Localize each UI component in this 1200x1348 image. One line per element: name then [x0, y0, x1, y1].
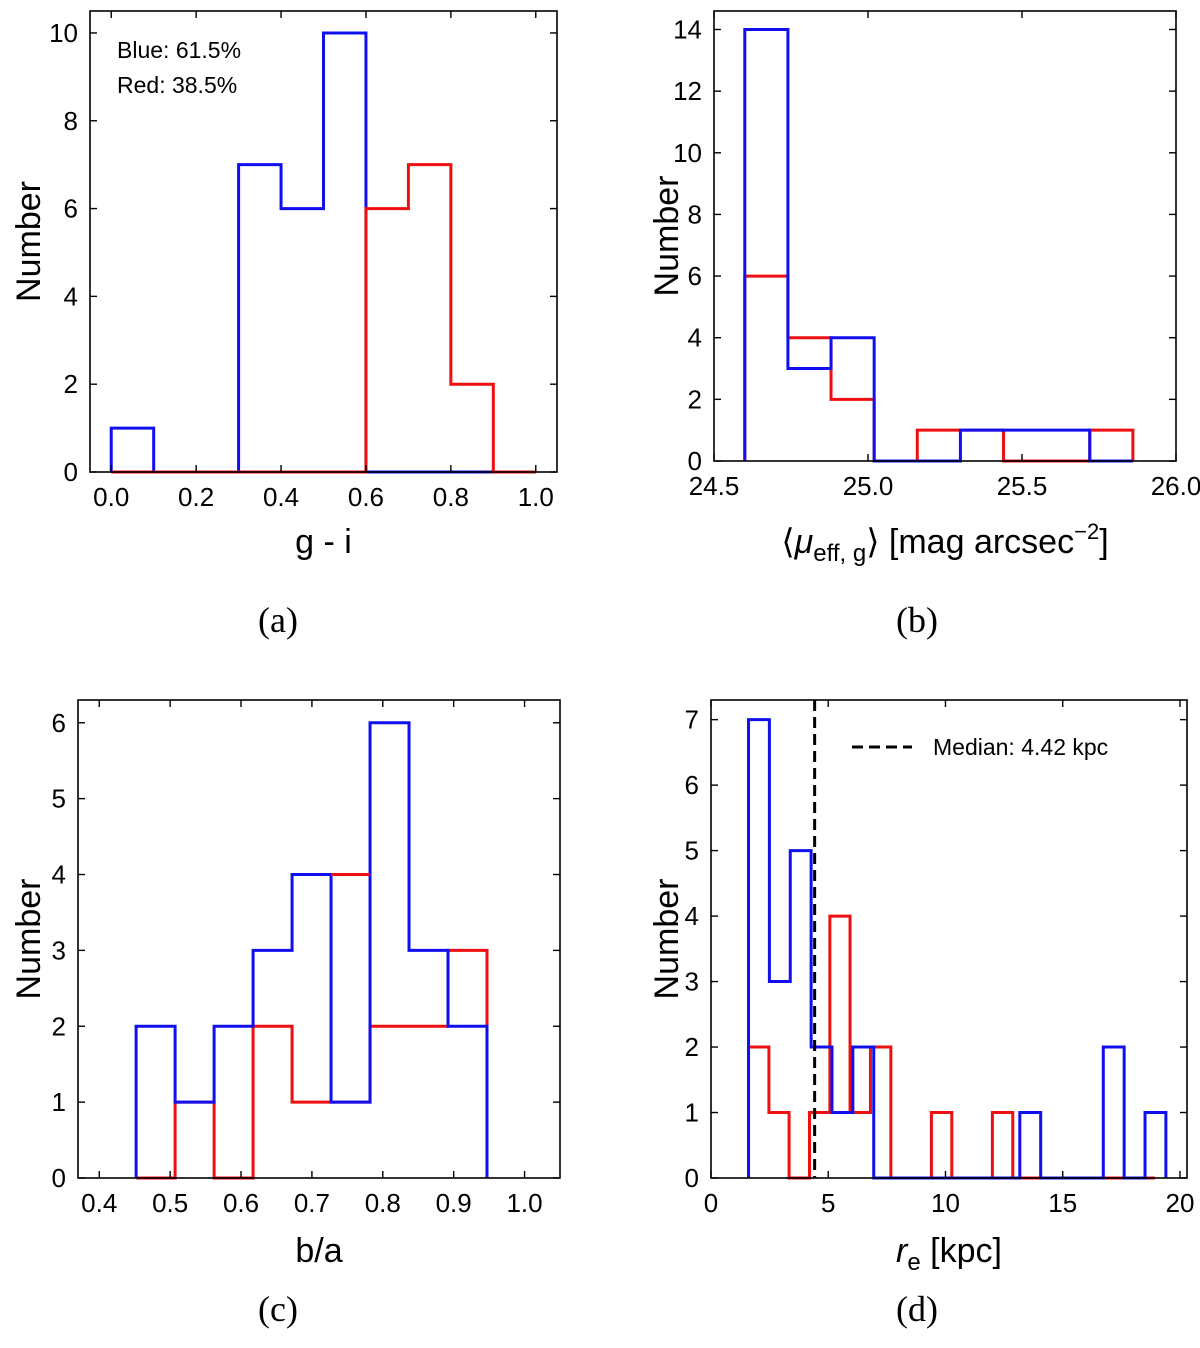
panel-a: 0.0 0.2 0.4 0.6 0.8 1.0 0 2 4 6 8 10 Number g - i Blue… [10, 10, 558, 640]
panel-caption: (c) [258, 1289, 298, 1329]
y-tick-label: 4 [685, 901, 699, 931]
histogram-red-series [136, 948, 489, 1180]
annotation-red-fraction: Red: 38.5% [117, 72, 237, 98]
x-tick-label: 20 [1166, 1188, 1195, 1218]
axes-frame [89, 10, 558, 473]
x-tick-label: 0.5 [152, 1188, 188, 1218]
y-tick-label: 10 [49, 18, 78, 48]
x-axis-label-part: e [907, 1249, 920, 1276]
histogram-red-series [111, 163, 536, 474]
histogram-blue-series [743, 27, 1133, 463]
y-tick-label: 1 [685, 1098, 699, 1128]
y-tick-label: 5 [52, 784, 66, 814]
y-tick-label: 6 [64, 194, 78, 224]
x-tick-label: 10 [931, 1188, 960, 1218]
panel-d: Median: 4.42 kpc 0 5 10 15 20 0 1 2 3 4 5 6 7 Number re… [648, 699, 1195, 1329]
y-tick-label: 12 [673, 76, 702, 106]
y-axis-label: Number [648, 879, 686, 1000]
x-tick-label: 15 [1048, 1188, 1077, 1218]
y-tick-label: 3 [685, 967, 699, 997]
x-axis-label-part: −2 [1074, 519, 1099, 544]
x-tick-label: 0.7 [294, 1188, 330, 1218]
y-tick-label: 5 [685, 836, 699, 866]
y-tick-label: 0 [52, 1163, 66, 1193]
x-axis-label-part: ⟩ [mag arcsec [866, 523, 1074, 561]
y-tick-label: 8 [688, 199, 702, 229]
x-tick-label: 0.0 [93, 482, 129, 512]
panel-caption: (d) [896, 1289, 938, 1329]
panel-caption: (a) [258, 600, 298, 640]
x-axis-label-part: ] [1099, 523, 1108, 561]
x-axis-label: ⟨μeff, g⟩ [mag arcsec−2] [781, 519, 1108, 567]
x-tick-label: 0.6 [223, 1188, 259, 1218]
y-tick-label: 3 [52, 935, 66, 965]
panel-b: 24.5 25.0 25.5 26.0 0 2 4 6 8 10 12 14 Number ⟨μeff, … [648, 10, 1200, 640]
histogram-blue-series [134, 721, 489, 1178]
y-tick-label: 4 [64, 281, 78, 311]
x-tick-label: 25.5 [997, 471, 1048, 501]
x-tick-label: 0.2 [178, 482, 214, 512]
axes-frame [713, 10, 1177, 462]
y-tick-label: 4 [688, 323, 702, 353]
x-axis-label: g - i [295, 523, 352, 561]
x-tick-label: 0.4 [81, 1188, 117, 1218]
x-axis-label-part: ⟨ [781, 523, 794, 561]
y-tick-label: 6 [688, 261, 702, 291]
y-axis-label: Number [10, 879, 48, 1000]
y-tick-label: 1 [52, 1087, 66, 1117]
y-tick-label: 2 [685, 1032, 699, 1062]
y-tick-label: 0 [64, 457, 78, 487]
y-tick-label: 2 [688, 384, 702, 414]
histogram-red-series [747, 914, 1155, 1180]
x-tick-label: 1.0 [506, 1188, 542, 1218]
axes-frame [710, 699, 1188, 1179]
y-tick-label: 8 [64, 106, 78, 136]
y-tick-label: 4 [52, 860, 66, 890]
x-axis-label-part: [kpc] [921, 1232, 1002, 1270]
annotation-blue-fraction: Blue: 61.5% [117, 37, 241, 63]
y-tick-label: 0 [685, 1163, 699, 1193]
histogram-blue-series [747, 718, 1168, 1180]
x-axis-label-part: μ [794, 523, 814, 561]
panel-caption: (b) [896, 600, 938, 640]
panel-c: 0.4 0.5 0.6 0.7 0.8 0.9 1.0 0 1 2 3 4 5 6 Number b/a (c) [10, 699, 561, 1329]
histogram-blue-series [109, 31, 536, 474]
x-axis-label: b/a [295, 1232, 342, 1270]
x-tick-label: 24.5 [689, 471, 740, 501]
x-axis-label: re [kpc] [896, 1232, 1002, 1276]
x-tick-label: 0.8 [365, 1188, 401, 1218]
x-tick-label: 0.9 [436, 1188, 472, 1218]
x-tick-label: 0 [704, 1188, 718, 1218]
x-tick-label: 26.0 [1151, 471, 1200, 501]
y-axis-label: Number [648, 176, 686, 297]
x-tick-label: 0.8 [433, 482, 469, 512]
y-tick-label: 14 [673, 14, 702, 44]
x-tick-label: 0.4 [263, 482, 299, 512]
x-axis-label-part: eff, g [813, 540, 866, 567]
y-tick-label: 10 [673, 138, 702, 168]
x-tick-label: 1.0 [518, 482, 554, 512]
y-tick-label: 0 [688, 446, 702, 476]
y-axis-label: Number [10, 181, 48, 302]
x-tick-label: 25.0 [843, 471, 894, 501]
y-tick-label: 6 [685, 770, 699, 800]
x-tick-label: 5 [821, 1188, 835, 1218]
x-tick-label: 0.6 [348, 482, 384, 512]
legend-median-label: Median: 4.42 kpc [933, 734, 1108, 760]
axes-frame [77, 699, 561, 1179]
y-tick-label: 6 [52, 708, 66, 738]
y-tick-label: 2 [64, 369, 78, 399]
y-tick-label: 7 [685, 705, 699, 735]
y-tick-label: 2 [52, 1011, 66, 1041]
x-axis-label-part: r [896, 1232, 909, 1270]
